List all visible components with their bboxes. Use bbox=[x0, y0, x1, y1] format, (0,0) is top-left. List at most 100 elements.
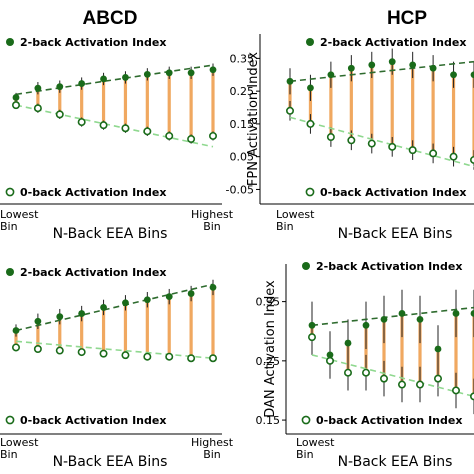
point-2back bbox=[12, 94, 20, 101]
point-0back bbox=[165, 131, 174, 140]
point-0back bbox=[307, 333, 316, 342]
point-0back bbox=[285, 106, 294, 115]
x-axis-label: N-Back EEA Bins bbox=[53, 454, 168, 470]
legend-label-0back: 0-back Activation Index bbox=[320, 186, 466, 199]
point-2back bbox=[380, 315, 388, 323]
bin-label-highest: Highest bbox=[191, 208, 234, 221]
point-2back bbox=[209, 66, 217, 74]
point-2back bbox=[78, 80, 86, 87]
point-0back bbox=[165, 352, 174, 361]
point-2back bbox=[78, 310, 86, 317]
point-0back bbox=[326, 133, 335, 142]
legend-label-0back: 0-back Activation Index bbox=[316, 414, 462, 427]
point-0back bbox=[187, 135, 196, 144]
point-2back bbox=[209, 284, 217, 291]
legend-marker-2back bbox=[302, 262, 310, 270]
point-2back bbox=[416, 315, 424, 323]
point-0back bbox=[99, 349, 108, 358]
point-2back bbox=[344, 339, 352, 347]
point-2back bbox=[450, 71, 457, 79]
point-0back bbox=[433, 374, 442, 383]
y-tick-label: 0.15 bbox=[256, 414, 281, 427]
point-2back bbox=[434, 345, 442, 353]
point-0back bbox=[408, 146, 417, 155]
point-2back bbox=[34, 317, 42, 325]
legend-marker-0back bbox=[305, 187, 315, 197]
point-2back bbox=[165, 69, 173, 77]
y-tick-label: 0.05 bbox=[230, 151, 255, 164]
trend-line-2back bbox=[15, 283, 214, 332]
trend-line-2back bbox=[289, 60, 474, 83]
bin-label-lowest: Lowest bbox=[0, 436, 39, 449]
bin-label-lowest: Bin bbox=[0, 448, 18, 461]
point-2back bbox=[326, 351, 334, 359]
point-0back bbox=[343, 368, 352, 377]
point-2back bbox=[398, 310, 406, 317]
point-2back bbox=[34, 84, 42, 92]
point-0back bbox=[77, 348, 86, 357]
bin-label-highest: Highest bbox=[191, 436, 234, 449]
point-0back bbox=[99, 121, 108, 130]
y-tick-label: 0.15 bbox=[230, 118, 255, 131]
point-2back bbox=[56, 313, 64, 321]
point-2back bbox=[165, 293, 173, 301]
point-0back bbox=[33, 344, 42, 353]
column-title-abcd: ABCD bbox=[83, 8, 138, 29]
y-axis-label: FPN Activation Index bbox=[246, 52, 261, 186]
point-0back bbox=[415, 380, 424, 389]
point-0back bbox=[55, 110, 64, 119]
point-0back bbox=[209, 131, 218, 140]
chart-panel-abcd-bottom: 2-back Activation Index 0-back Activation… bbox=[0, 266, 234, 470]
point-0back bbox=[361, 368, 370, 377]
bin-label-lowest: Lowest bbox=[0, 208, 39, 221]
point-0back bbox=[143, 127, 152, 136]
point-2back bbox=[368, 61, 376, 69]
point-0back bbox=[451, 386, 460, 395]
point-2back bbox=[388, 58, 396, 66]
trend-line-2back bbox=[311, 306, 474, 327]
point-0back bbox=[379, 374, 388, 383]
point-2back bbox=[452, 310, 460, 317]
trend-line-0back bbox=[289, 116, 474, 168]
bin-label-highest: Bin bbox=[203, 448, 221, 461]
point-0back bbox=[449, 152, 458, 161]
y-tick-label: 0.35 bbox=[256, 296, 281, 309]
y-tick-label: 0.25 bbox=[230, 85, 255, 98]
point-2back bbox=[100, 304, 107, 311]
point-0back bbox=[121, 124, 130, 133]
point-0back bbox=[77, 118, 86, 127]
legend-label-2back: 2-back Activation Index bbox=[316, 260, 462, 273]
bin-label-lowest: Bin bbox=[296, 448, 314, 461]
chart-panel-abcd-top: 2-back Activation Index 0-back Activation… bbox=[0, 36, 234, 242]
point-0back bbox=[12, 343, 21, 352]
point-0back bbox=[367, 139, 376, 148]
x-axis-label: N-Back EEA Bins bbox=[53, 226, 168, 242]
x-axis-label: N-Back EEA Bins bbox=[338, 226, 453, 242]
point-2back bbox=[56, 83, 64, 91]
legend-marker-2back bbox=[306, 38, 314, 46]
point-2back bbox=[143, 70, 151, 78]
point-2back bbox=[347, 64, 355, 72]
trend-line-0back bbox=[15, 340, 214, 360]
point-2back bbox=[307, 84, 314, 92]
point-2back bbox=[122, 299, 129, 307]
point-2back bbox=[470, 310, 474, 317]
legend-marker-2back bbox=[6, 268, 14, 276]
bin-label-highest: Bin bbox=[203, 220, 221, 233]
point-2back bbox=[327, 71, 335, 79]
point-2back bbox=[362, 321, 370, 329]
point-2back bbox=[143, 296, 151, 304]
point-2back bbox=[187, 290, 195, 297]
point-0back bbox=[143, 352, 152, 361]
legend-label-2back: 2-back Activation Index bbox=[20, 36, 166, 49]
y-tick-label: 0.25 bbox=[256, 355, 281, 368]
point-2back bbox=[409, 61, 417, 69]
legend-label-0back: 0-back Activation Index bbox=[20, 186, 166, 199]
point-2back bbox=[470, 71, 474, 79]
bin-label-lowest: Lowest bbox=[276, 208, 315, 221]
y-axis-label: DAN Activation Index bbox=[263, 280, 278, 418]
trend-line-0back bbox=[311, 354, 474, 398]
legend-marker-0back bbox=[5, 415, 15, 425]
